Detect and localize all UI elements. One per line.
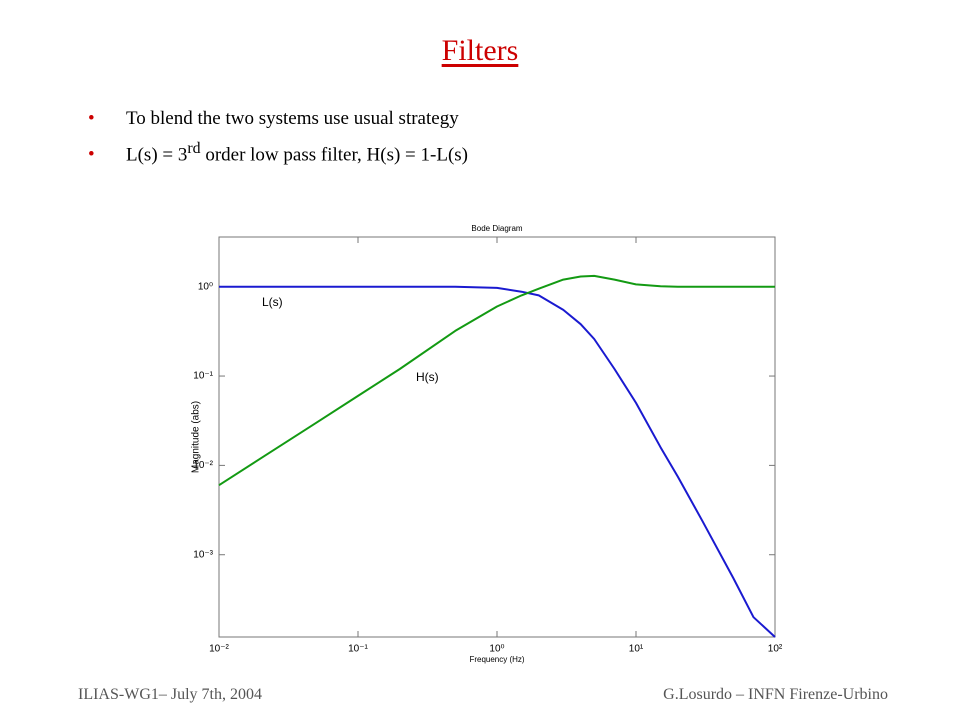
y-tick-label: 10⁰ xyxy=(198,281,213,292)
bullet-text: To blend the two systems use usual strat… xyxy=(126,108,459,129)
y-axis-label: Magnitude (abs) xyxy=(191,401,202,473)
chart-title: Bode Diagram xyxy=(471,224,522,233)
bullet-list: To blend the two systems use usual strat… xyxy=(88,108,468,176)
series-line xyxy=(219,285,776,638)
footer-right: G.Losurdo – INFN Firenze-Urbino xyxy=(663,686,888,703)
annotation: L(s) xyxy=(262,295,283,309)
y-tick-label: 10⁻³ xyxy=(193,549,213,560)
x-axis-label: Frequency (Hz) xyxy=(469,655,524,664)
bullet-text: L(s) = 3 xyxy=(126,144,188,166)
bullet: L(s) = 3rd order low pass filter, H(s) =… xyxy=(88,140,468,166)
superscript: rd xyxy=(187,140,201,157)
annotation: H(s) xyxy=(416,370,439,384)
x-tick-label: 10⁻² xyxy=(209,644,229,655)
bullet-text: order low pass filter, H(s) = 1-L(s) xyxy=(200,144,469,166)
footer-left: ILIAS-WG1– July 7th, 2004 xyxy=(78,686,262,703)
plot-frame xyxy=(218,236,776,638)
y-tick-label: 10⁻¹ xyxy=(193,371,213,382)
slide-title: Filters xyxy=(441,34,519,67)
bullet: To blend the two systems use usual strat… xyxy=(88,108,468,130)
x-tick-label: 10¹ xyxy=(629,644,644,655)
y-tick-label: 10⁻² xyxy=(193,460,213,471)
x-tick-label: 10² xyxy=(768,644,783,655)
x-tick-label: 10⁻¹ xyxy=(348,644,368,655)
series-line xyxy=(218,274,775,487)
x-tick-label: 10⁰ xyxy=(489,644,504,655)
